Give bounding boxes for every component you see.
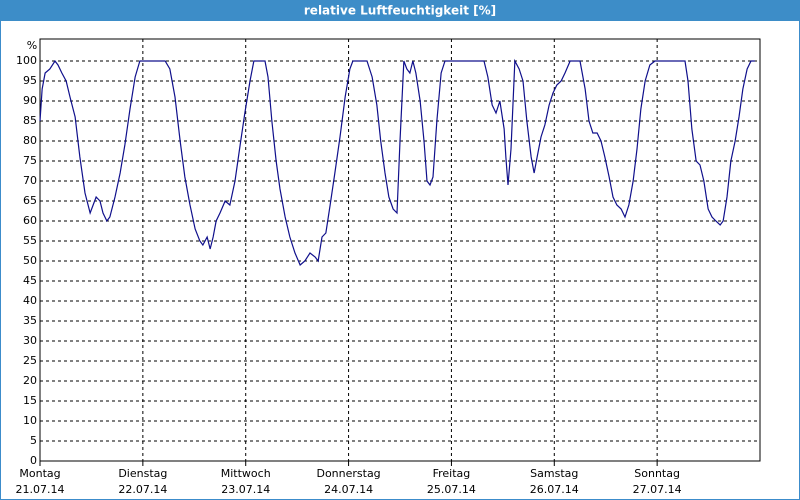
x-tick-label: Mittwoch bbox=[221, 467, 271, 480]
plot-frame bbox=[39, 38, 761, 462]
y-tick-label: 5 bbox=[30, 434, 37, 447]
y-tick-label: 90 bbox=[23, 94, 37, 107]
x-tick-label: Sonntag bbox=[634, 467, 680, 480]
y-tick-label: 30 bbox=[23, 334, 37, 347]
y-tick-label: 25 bbox=[23, 354, 37, 367]
x-tick-date: 24.07.14 bbox=[324, 483, 373, 496]
y-tick-label: 45 bbox=[23, 274, 37, 287]
x-tick-date: 21.07.14 bbox=[16, 483, 65, 496]
y-tick-label: 40 bbox=[23, 294, 37, 307]
y-tick-label: 10 bbox=[23, 414, 37, 427]
title-bar bbox=[0, 0, 800, 21]
y-axis-label: % bbox=[27, 39, 37, 52]
y-tick-label: 75 bbox=[23, 154, 37, 167]
y-tick-label: 0 bbox=[30, 454, 37, 467]
x-tick-date: 22.07.14 bbox=[118, 483, 167, 496]
x-tick-date: 25.07.14 bbox=[427, 483, 476, 496]
x-tick-label: Montag bbox=[19, 467, 60, 480]
y-tick-label: 100 bbox=[16, 54, 37, 67]
y-tick-label: 85 bbox=[23, 114, 37, 127]
y-tick-label: 50 bbox=[23, 254, 37, 267]
x-tick-label: Donnerstag bbox=[316, 467, 380, 480]
y-tick-label: 35 bbox=[23, 314, 37, 327]
x-tick-label: Dienstag bbox=[118, 467, 167, 480]
x-tick-label: Samstag bbox=[530, 467, 578, 480]
y-tick-label: 80 bbox=[23, 134, 37, 147]
y-tick-label: 70 bbox=[23, 174, 37, 187]
x-tick-date: 27.07.14 bbox=[633, 483, 682, 496]
y-tick-label: 60 bbox=[23, 214, 37, 227]
chart-title: relative Luftfeuchtigkeit [%] bbox=[304, 4, 496, 18]
y-tick-label: 15 bbox=[23, 394, 37, 407]
x-tick-date: 23.07.14 bbox=[221, 483, 270, 496]
x-tick-date: 26.07.14 bbox=[530, 483, 579, 496]
y-tick-label: 95 bbox=[23, 74, 37, 87]
data-line bbox=[39, 58, 755, 266]
x-tick-label: Freitag bbox=[433, 467, 471, 480]
y-tick-label: 65 bbox=[23, 194, 37, 207]
y-tick-label: 55 bbox=[23, 234, 37, 247]
y-tick-label: 20 bbox=[23, 374, 37, 387]
